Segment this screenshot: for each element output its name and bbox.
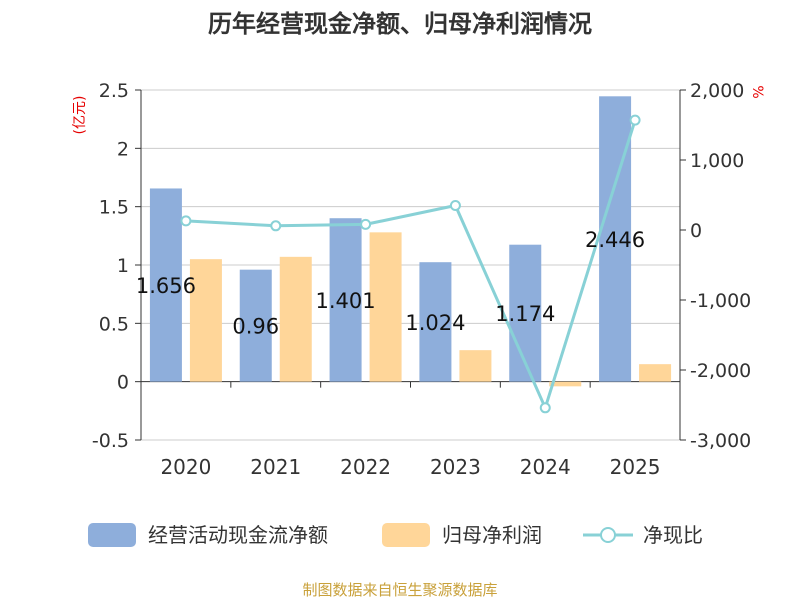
ratio-point-2022 bbox=[360, 218, 372, 230]
bar-net-profit-2023 bbox=[459, 350, 492, 382]
right-tick-label: 2,000 bbox=[690, 80, 744, 102]
bars bbox=[149, 96, 672, 387]
data-label-cashflow-2025: 2.446 bbox=[585, 228, 645, 252]
legend-swatch-1 bbox=[382, 523, 430, 547]
right-tick-label: 1,000 bbox=[690, 150, 744, 172]
ratio-point-2025 bbox=[629, 114, 641, 126]
bar-net-profit-2021 bbox=[279, 256, 312, 382]
chart-title: 历年经营现金净额、归母净利润情况 bbox=[208, 10, 592, 38]
ratio-point-2024 bbox=[539, 402, 551, 414]
data-label-cashflow-2022: 1.401 bbox=[316, 289, 376, 313]
legend-label-2: 净现比 bbox=[643, 523, 703, 547]
ratio-point-2020 bbox=[180, 215, 192, 227]
x-tick-label: 2023 bbox=[430, 455, 481, 479]
data-label-cashflow-2020: 1.656 bbox=[136, 274, 196, 298]
x-tick-label: 2022 bbox=[340, 455, 391, 479]
bar-cashflow-2020 bbox=[149, 188, 182, 382]
left-tick-label: 2 bbox=[117, 138, 129, 160]
bar-net-profit-2020 bbox=[189, 259, 222, 382]
right-tick-label: -1,000 bbox=[690, 290, 751, 312]
ratio-line bbox=[180, 114, 641, 414]
left-tick-label: 0 bbox=[117, 372, 129, 394]
left-tick-label: 1.5 bbox=[99, 197, 129, 219]
bar-cashflow-2025 bbox=[599, 96, 632, 382]
left-axis-unit: (亿元) bbox=[72, 96, 88, 135]
bar-net-profit-2022 bbox=[369, 232, 402, 382]
x-tick-label: 2025 bbox=[610, 455, 661, 479]
legend-swatch-0 bbox=[88, 523, 136, 547]
bar-cashflow-2022 bbox=[329, 218, 362, 382]
data-label-cashflow-2024: 1.174 bbox=[495, 302, 555, 326]
axes: 2.5 2 1.5 1 0.5 0 -0.5 2,000 1,000 0 -1,000 -2,000 -… bbox=[92, 80, 751, 479]
left-tick-label: 0.5 bbox=[99, 313, 129, 335]
legend-label-0: 经营活动现金流净额 bbox=[148, 523, 328, 547]
legend-label-1: 归母净利润 bbox=[442, 523, 542, 547]
ratio-line-path bbox=[185, 119, 637, 413]
legend-marker bbox=[600, 527, 616, 543]
x-tick-label: 2024 bbox=[520, 455, 571, 479]
data-label-cashflow-2021: 0.96 bbox=[232, 315, 279, 339]
data-label-cashflow-2023: 1.024 bbox=[405, 311, 465, 335]
left-tick-label: 2.5 bbox=[99, 80, 129, 102]
right-tick-label: 0 bbox=[690, 220, 702, 242]
left-tick-label: 1 bbox=[117, 255, 129, 277]
x-tick-label: 2020 bbox=[160, 455, 211, 479]
legend: 经营活动现金流净额 归母净利润 净现比 bbox=[88, 523, 703, 547]
bar-net-profit-2025 bbox=[639, 364, 672, 382]
source-note: 制图数据来自恒生聚源数据库 bbox=[302, 581, 497, 599]
left-tick-label: -0.5 bbox=[92, 430, 129, 452]
bar-cashflow-2021 bbox=[239, 269, 272, 382]
right-tick-label: -3,000 bbox=[690, 430, 751, 452]
right-axis-unit: % bbox=[749, 85, 765, 98]
x-tick-label: 2021 bbox=[250, 455, 301, 479]
bar-cashflow-2023 bbox=[419, 262, 452, 382]
ratio-point-2021 bbox=[270, 220, 282, 232]
data-labels: 1.656 0.96 1.401 1.024 1.174 2.446 bbox=[136, 228, 645, 339]
bar-cashflow-2024 bbox=[509, 244, 542, 382]
right-tick-label: -2,000 bbox=[690, 360, 751, 382]
bar-net-profit-2024 bbox=[549, 381, 582, 387]
ratio-point-2023 bbox=[449, 200, 461, 211]
